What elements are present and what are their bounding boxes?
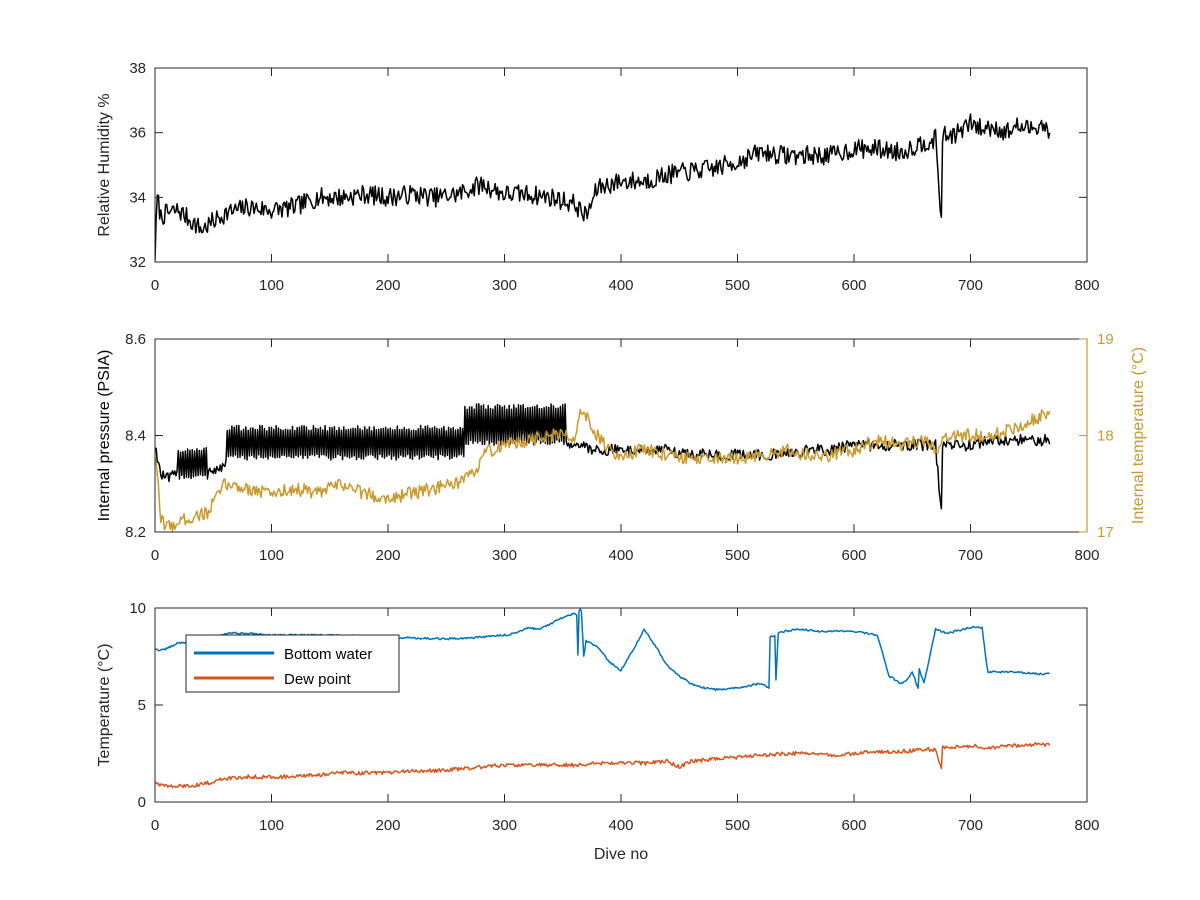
- y-tick-label: 8.4: [125, 428, 146, 445]
- y2-tick-label: 17: [1097, 524, 1114, 541]
- y-axis-label: Relative Humidity %: [96, 93, 113, 236]
- x-tick-label: 0: [151, 817, 159, 834]
- x-tick-label: 500: [725, 547, 750, 564]
- series-group: [155, 403, 1051, 532]
- x-tick-label: 600: [841, 817, 866, 834]
- x-tick-label: 100: [259, 547, 284, 564]
- x-tick-label: 800: [1074, 277, 1099, 294]
- series-dew-point-line: [155, 741, 1051, 789]
- x-tick-label: 800: [1074, 547, 1099, 564]
- series-1-line: [155, 408, 1051, 532]
- temperature-panel: 0 100 200 300 400 500 600 700 800 0 5 10 Temperature…: [96, 600, 1100, 863]
- y-tick-label: 32: [129, 254, 146, 271]
- legend-box: [185, 634, 400, 693]
- x-tick-label: 300: [492, 277, 517, 294]
- x-tick-label: 400: [608, 547, 633, 564]
- legend-label: Dew point: [284, 671, 352, 688]
- y-tick-label: 38: [129, 60, 146, 77]
- x-tick-label: 700: [958, 277, 983, 294]
- y-tick-label: 36: [129, 125, 146, 142]
- series-0-line: [155, 113, 1051, 261]
- x-tick-label: 200: [375, 547, 400, 564]
- pressure-temperature-panel: 0 100 200 300 400 500 600 700 800 8.2 8.4 8.6 17 18 19…: [96, 331, 1147, 564]
- humidity-panel: 0 100 200 300 400 500 600 700 800 32 34 36 38 Relativ…: [96, 60, 1100, 294]
- series-group: [155, 608, 1051, 789]
- x-tick-label: 200: [375, 277, 400, 294]
- x-tick-label: 300: [492, 547, 517, 564]
- y-axis-label: Internal pressure (PSIA): [96, 350, 113, 522]
- y-tick-label: 5: [138, 697, 146, 714]
- y-tick-label: 10: [129, 600, 146, 617]
- y-tick-label: 8.6: [125, 331, 146, 348]
- series-bottom-water-line: [155, 608, 1050, 692]
- y2-axis-label: Internal temperature (°C): [1130, 347, 1147, 524]
- y-axis-label: Temperature (°C): [96, 644, 113, 767]
- x-tick-label: 100: [259, 817, 284, 834]
- x-tick-label: 800: [1074, 817, 1099, 834]
- series-0-line: [155, 403, 1051, 510]
- x-tick-label: 600: [841, 277, 866, 294]
- plot-area: [155, 68, 1087, 262]
- y-tick-label: 8.2: [125, 524, 146, 541]
- x-tick-label: 0: [151, 277, 159, 294]
- legend: Bottom water Dew point: [185, 634, 400, 693]
- x-tick-label: 300: [492, 817, 517, 834]
- x-tick-label: 700: [958, 547, 983, 564]
- x-tick-label: 400: [608, 277, 633, 294]
- x-tick-label: 500: [725, 817, 750, 834]
- x-axis-label: Dive no: [594, 846, 648, 863]
- y-tick-label: 34: [129, 189, 146, 206]
- x-tick-label: 700: [958, 817, 983, 834]
- x-tick-label: 600: [841, 547, 866, 564]
- y2-tick-label: 18: [1097, 428, 1114, 445]
- x-tick-label: 200: [375, 817, 400, 834]
- y-tick-label: 0: [138, 794, 146, 811]
- x-tick-label: 400: [608, 817, 633, 834]
- x-tick-label: 100: [259, 277, 284, 294]
- x-tick-label: 500: [725, 277, 750, 294]
- y2-tick-label: 19: [1097, 331, 1114, 348]
- legend-label: Bottom water: [284, 646, 372, 663]
- series-group: [155, 113, 1051, 261]
- x-tick-label: 0: [151, 547, 159, 564]
